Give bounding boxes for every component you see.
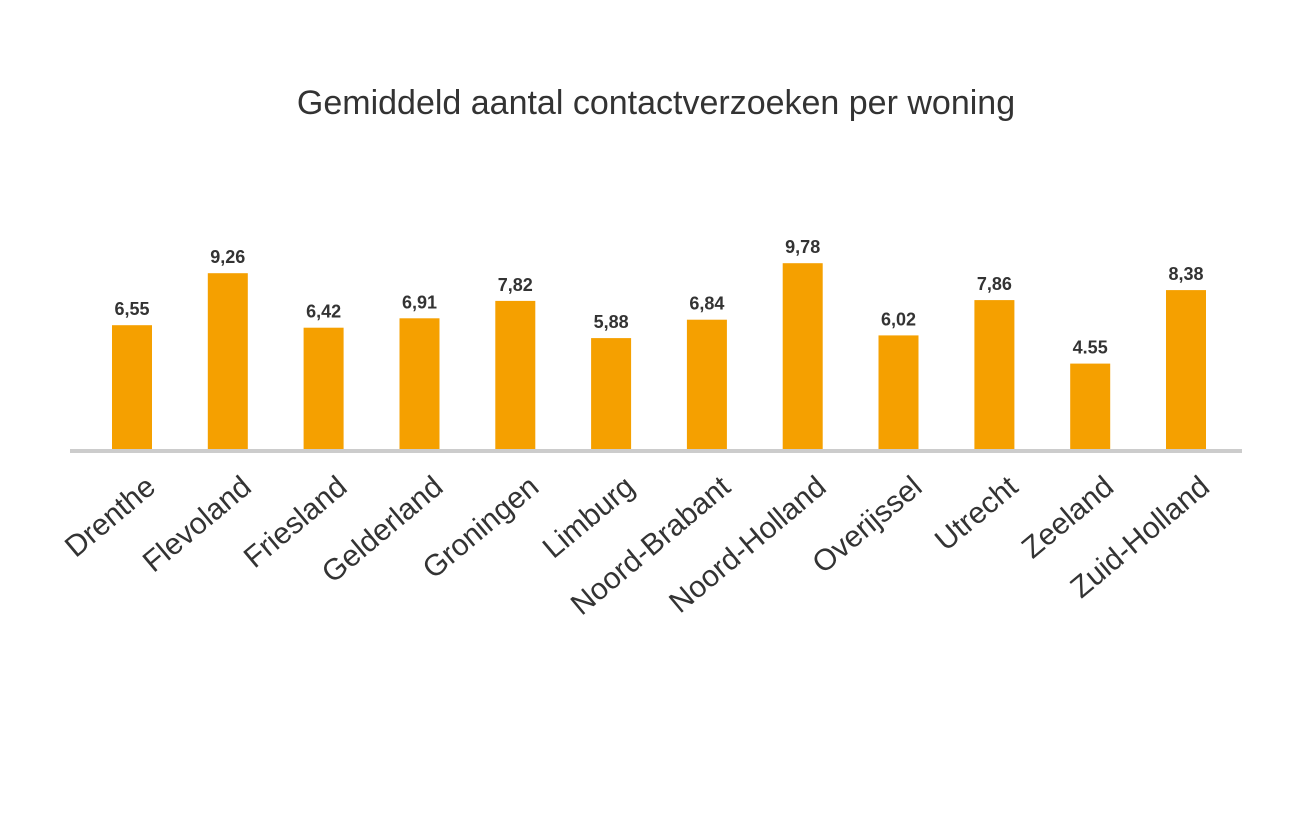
bar-friesland: [303, 327, 344, 451]
data-label-gelderland: 6,91: [402, 292, 437, 312]
data-label-limburg: 5,88: [594, 312, 629, 332]
bar-gelderland: [399, 318, 440, 451]
bar-zeeland: [1070, 363, 1111, 451]
x-tick-label-flevoland: Flevoland: [137, 470, 258, 579]
bar-flevoland: [207, 273, 248, 451]
bar-overijssel: [878, 335, 919, 451]
bar-groningen: [495, 300, 536, 451]
data-label-utrecht: 7,86: [977, 274, 1012, 294]
data-label-noord-brabant: 6,84: [689, 294, 724, 314]
x-tick-label-noord-brabant: Noord-Brabant: [565, 470, 737, 622]
data-label-noord-holland: 9,78: [785, 237, 820, 257]
bar-noord-brabant: [686, 319, 727, 451]
bar-zuid-holland: [1166, 290, 1206, 451]
data-label-flevoland: 9,26: [210, 247, 245, 267]
bar-drenthe: [112, 325, 152, 451]
x-tick-label-utrecht: Utrecht: [929, 470, 1025, 558]
x-tick-labels-layer: DrentheFlevolandFrieslandGelderlandGroni…: [59, 470, 1216, 622]
data-label-friesland: 6,42: [306, 302, 341, 322]
bar-limburg: [591, 338, 632, 451]
bar-noord-holland: [782, 263, 823, 451]
data-label-groningen: 7,82: [498, 275, 533, 295]
data-label-drenthe: 6,55: [114, 299, 149, 319]
chart-title: Gemiddeld aantal contactverzoeken per wo…: [297, 84, 1015, 122]
data-label-zuid-holland: 8,38: [1168, 264, 1203, 284]
data-labels-layer: 6,55 9,26 6,42 6,91 7,82 5,88 6,84 9,78 6,02 7,86…: [114, 237, 1203, 357]
bar-utrecht: [974, 300, 1015, 451]
data-label-overijssel: 6,02: [881, 309, 916, 329]
data-label-zeeland: 4.55: [1073, 338, 1108, 358]
bars-layer: [112, 263, 1206, 451]
